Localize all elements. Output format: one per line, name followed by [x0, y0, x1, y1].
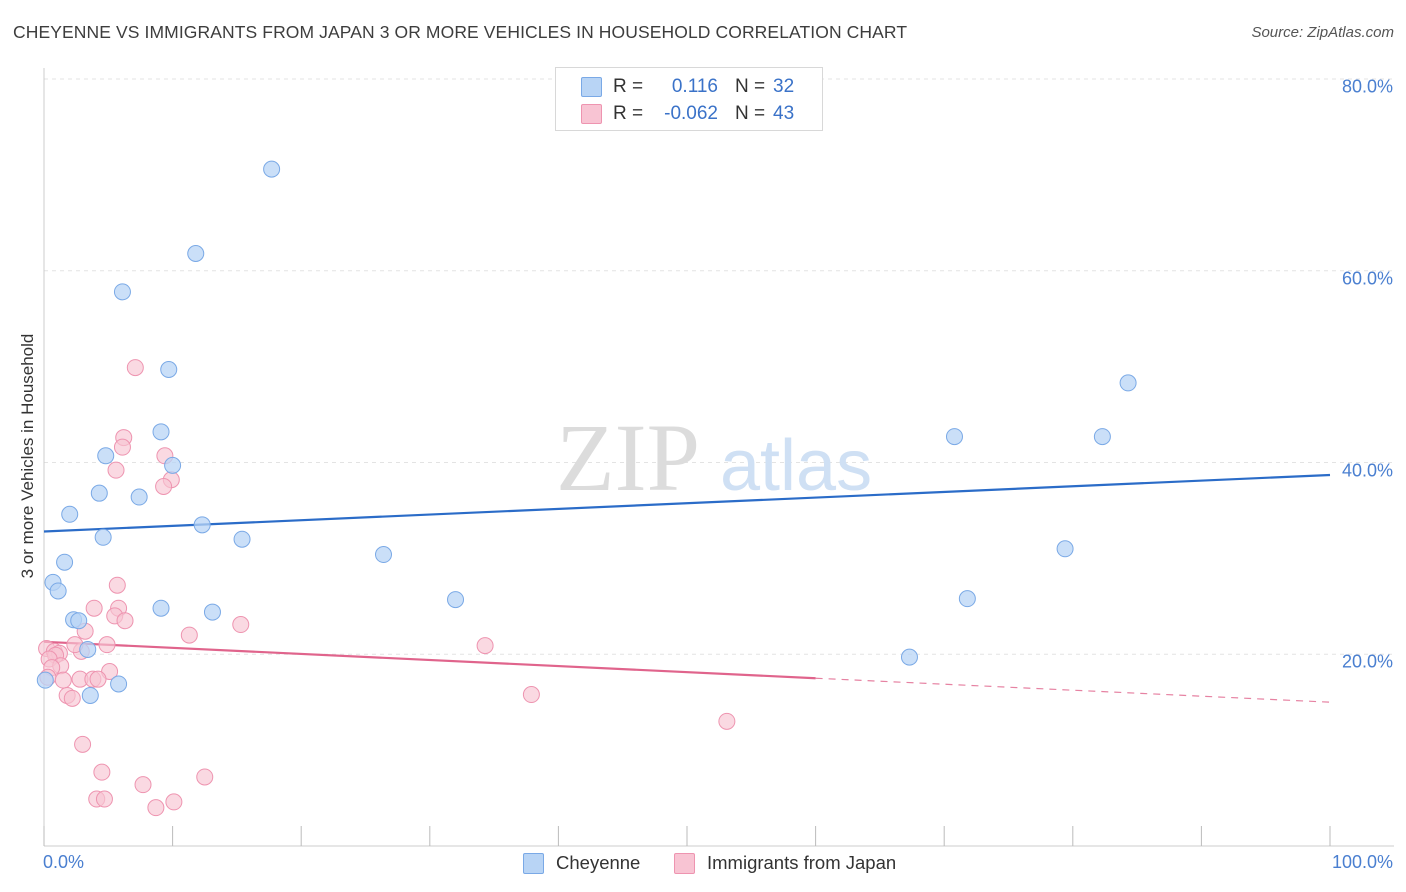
data-point-cheyenne	[130, 488, 148, 506]
data-point-cheyenne	[160, 361, 178, 379]
data-point-cheyenne	[1093, 428, 1111, 446]
data-point-immigrants-from-japan	[196, 768, 214, 786]
series-points-cheyenne	[36, 160, 1137, 704]
data-point-immigrants-from-japan	[54, 671, 72, 689]
data-point-cheyenne	[945, 428, 963, 446]
trend-line-immigrants-from-japan	[43, 640, 816, 680]
data-point-cheyenne	[152, 599, 170, 617]
legend-n-label: N =	[735, 76, 766, 97]
y-tick-label: 80.0%	[1341, 76, 1393, 97]
bottom-legend-swatch-blue	[523, 853, 544, 874]
data-point-cheyenne	[61, 505, 79, 523]
data-point-cheyenne	[1056, 540, 1074, 558]
data-point-immigrants-from-japan	[98, 636, 116, 654]
watermark-atlas: atlas	[720, 426, 872, 506]
legend-n-value: 43	[773, 103, 795, 124]
data-point-immigrants-from-japan	[85, 599, 103, 617]
data-point-immigrants-from-japan	[74, 735, 92, 753]
data-point-cheyenne	[36, 671, 54, 689]
data-point-cheyenne	[233, 530, 251, 548]
data-point-immigrants-from-japan	[718, 712, 736, 730]
series-points-immigrants-from-japan	[38, 359, 736, 817]
watermark-zip: ZIP	[556, 404, 700, 511]
data-point-cheyenne	[97, 447, 115, 465]
bottom-legend-swatch-pink	[674, 853, 695, 874]
data-point-immigrants-from-japan	[107, 461, 125, 479]
data-point-cheyenne	[152, 423, 170, 441]
legend-r-value: 0.116	[671, 76, 718, 97]
gridlines	[44, 78, 1394, 655]
data-point-cheyenne	[49, 582, 67, 600]
data-point-immigrants-from-japan	[95, 790, 113, 808]
data-point-cheyenne	[187, 244, 205, 262]
watermark: ZIP atlas	[556, 404, 872, 511]
data-point-immigrants-from-japan	[134, 776, 152, 794]
data-point-immigrants-from-japan	[232, 616, 250, 634]
axes	[43, 68, 1394, 847]
data-point-immigrants-from-japan	[63, 689, 81, 707]
x-tick-label: 100.0%	[1331, 852, 1393, 872]
legend-r-label: R =	[613, 103, 644, 124]
data-point-immigrants-from-japan	[165, 793, 183, 811]
legend-swatch-pink	[581, 104, 602, 124]
x-tick-label: 0.0%	[43, 852, 85, 872]
legend-row-cheyenne: R = 0.116 N = 32	[556, 74, 822, 100]
correlation-legend: R = 0.116 N = 32 R = -0.062 N = 43	[555, 67, 823, 131]
data-point-cheyenne	[375, 546, 393, 564]
data-point-cheyenne	[70, 612, 88, 630]
data-point-immigrants-from-japan	[147, 799, 165, 817]
data-point-immigrants-from-japan	[108, 576, 126, 594]
y-tick-label: 60.0%	[1341, 268, 1393, 289]
data-point-cheyenne	[447, 591, 465, 609]
data-point-cheyenne	[164, 456, 182, 474]
data-point-cheyenne	[113, 283, 131, 301]
legend-row-immigrants-from-japan: R = -0.062 N = 43	[556, 101, 822, 127]
trend-line-extension-immigrants-from-japan	[815, 677, 1331, 703]
legend-swatch-blue	[581, 77, 602, 97]
data-point-immigrants-from-japan	[180, 626, 198, 644]
bottom-legend-label: Immigrants from Japan	[707, 852, 897, 873]
legend-n-label: N =	[735, 103, 766, 124]
data-point-immigrants-from-japan	[522, 686, 540, 704]
data-point-cheyenne	[110, 675, 128, 693]
legend-r-value: -0.062	[664, 103, 718, 124]
data-point-immigrants-from-japan	[89, 670, 107, 688]
source-credit: Source: ZipAtlas.com	[1251, 24, 1394, 41]
data-point-immigrants-from-japan	[116, 612, 134, 630]
data-point-cheyenne	[1119, 374, 1137, 392]
bottom-legend-label: Cheyenne	[556, 852, 641, 873]
y-tick-label: 40.0%	[1341, 460, 1393, 480]
data-point-immigrants-from-japan	[476, 637, 494, 655]
data-point-cheyenne	[958, 590, 976, 608]
data-point-cheyenne	[193, 516, 211, 534]
data-point-cheyenne	[900, 648, 918, 666]
data-point-cheyenne	[56, 553, 74, 571]
data-point-cheyenne	[79, 640, 97, 658]
data-point-immigrants-from-japan	[93, 763, 111, 781]
data-point-immigrants-from-japan	[126, 359, 144, 377]
data-point-immigrants-from-japan	[113, 438, 131, 456]
data-point-cheyenne	[203, 603, 221, 621]
legend-n-value: 32	[773, 76, 795, 97]
legend-r-label: R =	[613, 76, 644, 97]
data-point-cheyenne	[90, 484, 108, 502]
data-point-cheyenne	[263, 160, 281, 178]
trend-line-cheyenne	[43, 473, 1331, 533]
data-point-cheyenne	[81, 686, 99, 704]
data-point-cheyenne	[94, 528, 112, 546]
data-point-immigrants-from-japan	[155, 477, 173, 495]
y-tick-label: 20.0%	[1341, 651, 1393, 672]
chart-title: CHEYENNE VS IMMIGRANTS FROM JAPAN 3 OR M…	[13, 22, 908, 42]
trend-lines	[43, 473, 1331, 703]
